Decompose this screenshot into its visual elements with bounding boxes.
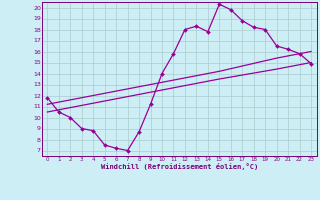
X-axis label: Windchill (Refroidissement éolien,°C): Windchill (Refroidissement éolien,°C): [100, 163, 258, 170]
